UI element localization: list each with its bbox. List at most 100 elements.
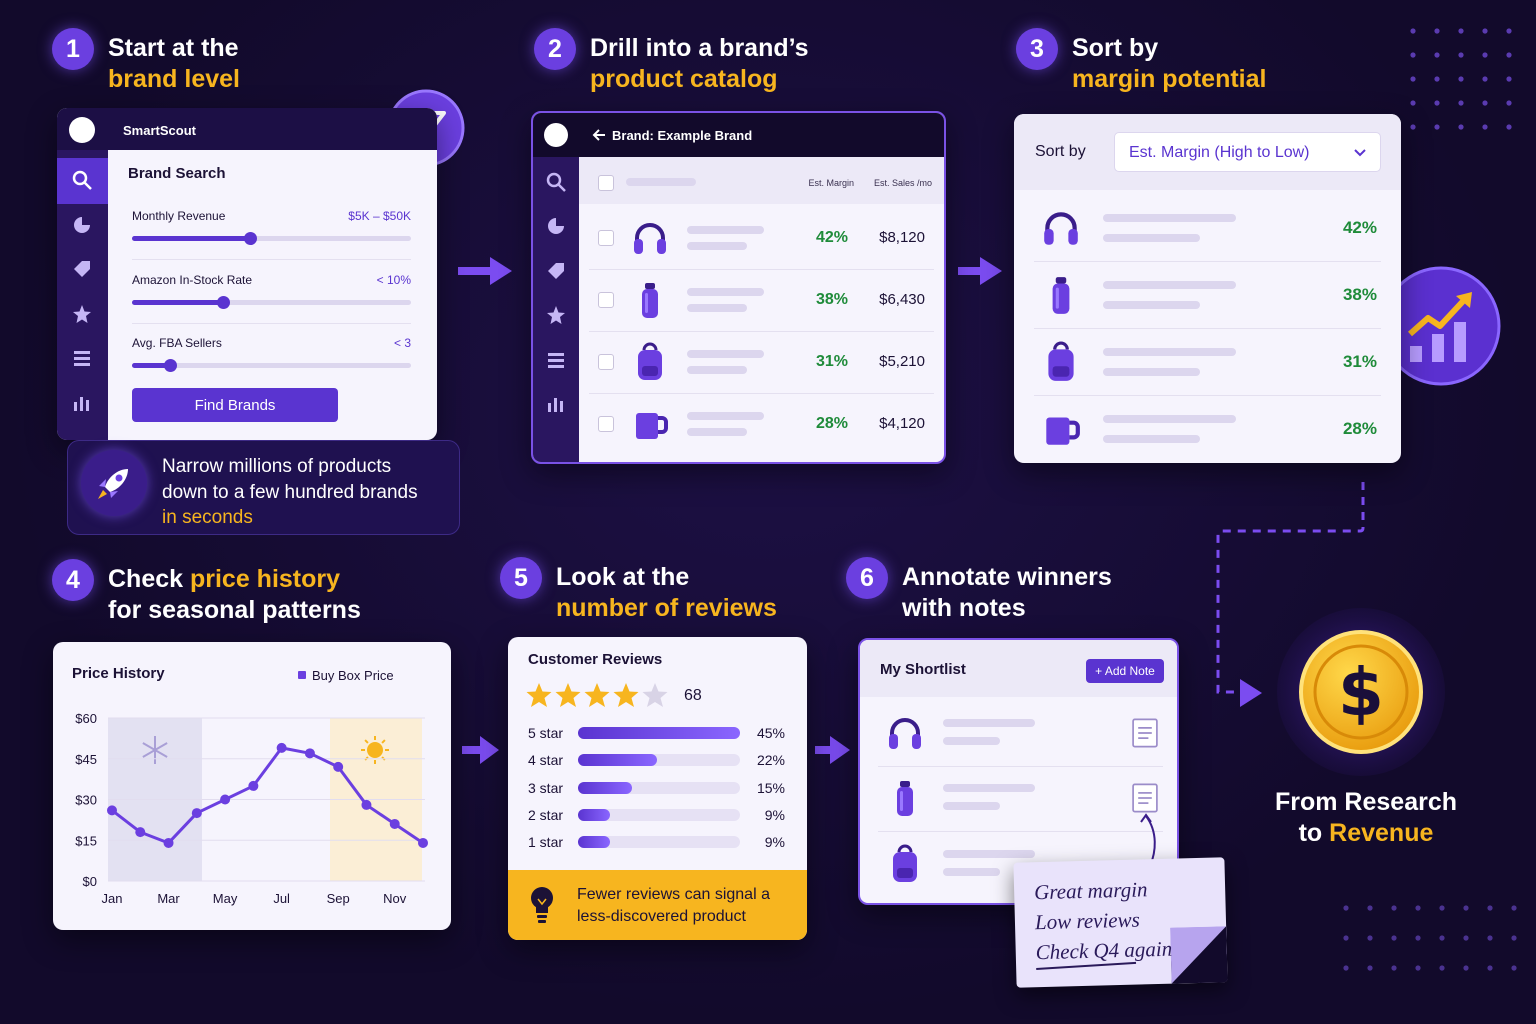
chevron [1354,149,1366,157]
headphones-icon [889,718,921,749]
logo [544,123,568,147]
step-title-line: for seasonal patterns [108,595,361,626]
placeholder [1103,348,1236,356]
icon-part [657,239,666,254]
final-title-text: From Research [1274,788,1458,816]
dot [1458,124,1464,130]
checkbox[interactable] [598,230,614,246]
nav-icon[interactable] [71,347,93,369]
icon-part [642,342,658,351]
icon-part [1408,295,1469,337]
dot [1410,28,1416,34]
slider-thumb[interactable] [244,232,257,245]
star [526,683,552,707]
nav-icon[interactable] [545,304,567,326]
step-title-text: brand level [108,65,240,93]
nav-icon[interactable] [545,171,567,193]
checkbox[interactable] [598,175,614,191]
icon-part [642,366,658,376]
rating-percent: 15% [756,779,785,796]
margin-value: 31% [1342,352,1377,371]
callout-line: down to a few hundred brands [162,480,418,506]
price-history-panel: Price History Buy Box Price $0 $15 $30 $45 $60… [53,642,451,930]
callout-text: Narrow millions of products [162,456,392,477]
sort-dropdown[interactable]: Est. Margin (High to Low) [1114,132,1381,172]
nav-icon[interactable] [545,215,567,237]
column-header: Est. Sales /mo [873,178,932,188]
icon-part [1055,277,1067,284]
headphones-icon [1044,212,1078,245]
chart-title: Price History [72,665,165,682]
x-tick-label: Jul [273,891,290,906]
dot [1343,935,1349,941]
slider-thumb[interactable] [164,359,177,372]
dot [1463,935,1469,941]
icon-part [890,718,920,737]
y-tick-label: $30 [75,793,97,808]
sun-ray [364,739,369,744]
final-title-line: to Revenue [1216,818,1516,849]
rating-bar [578,754,658,767]
icon-part [1410,346,1422,362]
checkbox[interactable] [598,292,614,308]
icon-part [480,736,499,764]
shortlist-title: My Shortlist [880,661,966,678]
step-number: 1 [52,28,94,70]
nav-icon[interactable] [71,258,93,280]
dot [1434,124,1440,130]
headphones-icon [634,223,666,254]
tip-line: Fewer reviews can signal a [577,884,770,906]
checkbox[interactable] [598,354,614,370]
icon-part [642,289,658,318]
margin-value: 38% [815,291,848,308]
icon-part [72,170,88,186]
x-tick-label: Nov [383,891,407,906]
icon-part [980,257,1002,285]
x-tick-label: Mar [157,891,180,906]
placeholder [1103,281,1236,289]
back-arrow-icon[interactable] [592,128,606,142]
icon-part [1240,679,1262,707]
step-title-line: margin potential [1072,64,1266,95]
star [584,683,610,707]
divider [1034,328,1381,329]
sort-label: Sort by [1035,143,1086,160]
icon-part [900,781,910,787]
nav-icon[interactable] [545,393,567,415]
dot [1367,935,1373,941]
dollar-glyph: $ [1338,654,1384,731]
growth-icon [1408,292,1472,362]
nav-icon[interactable] [71,169,93,191]
icon-part [1354,149,1366,157]
y-tick-label: $60 [75,711,97,726]
dot [1391,935,1397,941]
step-number: 5 [500,557,542,599]
icon-part [105,469,128,492]
price-point [191,808,202,819]
find-brands-button[interactable]: Find Brands [132,388,338,422]
catalog-panel: Brand: Example Brand Est. Margin Est. Sale… [531,111,946,464]
placeholder [687,288,764,296]
star [555,683,581,707]
step-number: 2 [534,28,576,70]
nav-icon[interactable] [545,349,567,371]
nav-icon[interactable] [545,260,567,282]
price-point [135,827,146,838]
checkbox[interactable] [598,416,614,432]
icon-part [74,351,90,354]
icon-part [635,223,665,242]
snowflake-arm [142,742,168,758]
nav-icon[interactable] [71,303,93,325]
icon-part [1044,229,1054,245]
step-title-text: Start at the [108,34,239,62]
icon-part [74,217,90,233]
slider-thumb[interactable] [217,295,230,309]
add-note-button[interactable]: + Add Note [1086,659,1164,683]
dot [1482,124,1488,130]
placeholder [943,719,1035,727]
final-title-line: From Research [1216,787,1516,818]
nav-icon[interactable] [71,392,93,414]
nav-icon[interactable] [71,214,93,236]
step-title-text: Annotate winners [902,563,1112,591]
